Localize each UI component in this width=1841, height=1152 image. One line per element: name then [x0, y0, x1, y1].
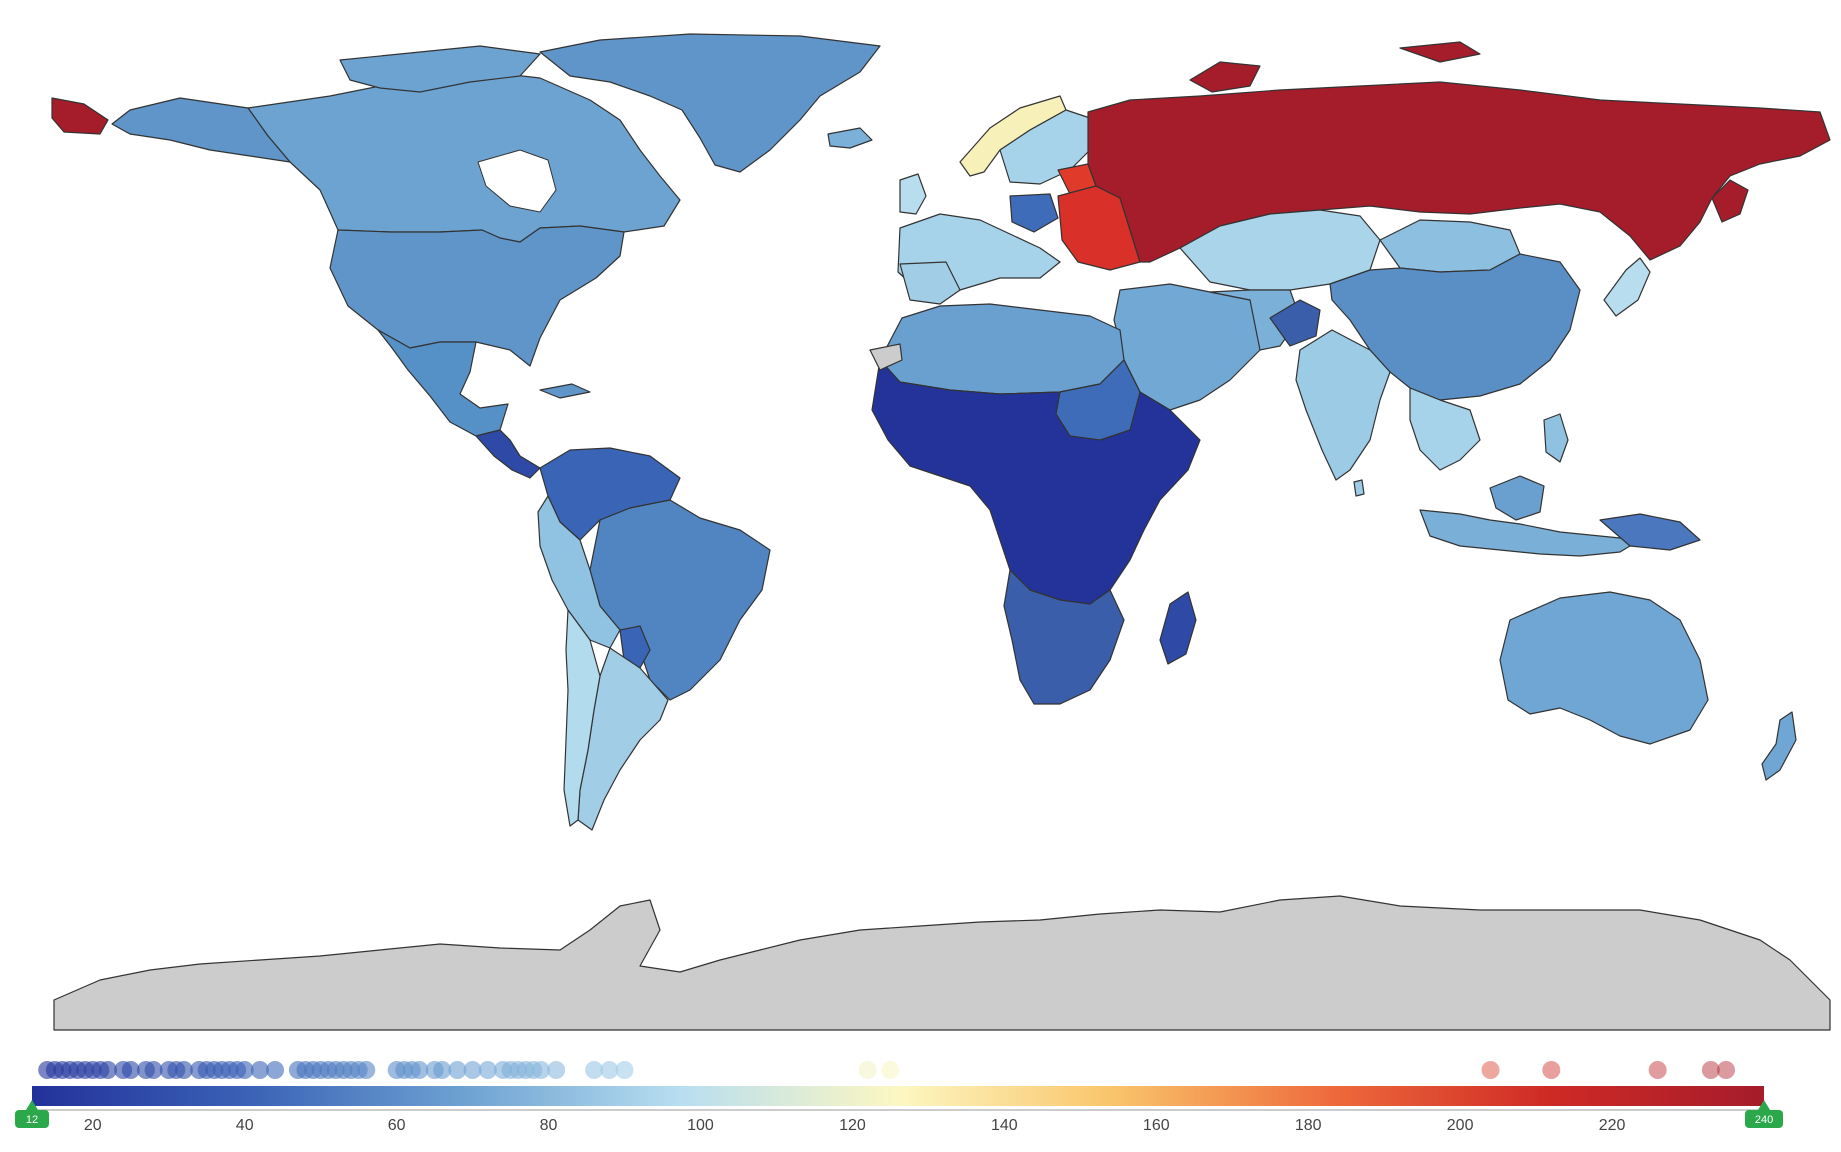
tick-label: 140	[991, 1117, 1018, 1134]
value-dot[interactable]	[547, 1061, 566, 1079]
value-dot[interactable]	[585, 1061, 604, 1079]
value-dot[interactable]	[463, 1061, 482, 1079]
min-handle-label: 12	[26, 1114, 38, 1126]
country-canada[interactable]	[247, 69, 681, 243]
tick-label: 40	[236, 1117, 254, 1134]
country-mongolia[interactable]	[1379, 219, 1521, 273]
country-greenland[interactable]	[539, 33, 881, 173]
tick-label: 180	[1295, 1117, 1322, 1134]
country-canada-arctic[interactable]	[339, 45, 541, 93]
hudson-bay	[477, 149, 557, 213]
region-antarctica[interactable]	[53, 895, 1831, 1031]
country-paraguay[interactable]	[619, 625, 651, 669]
region-western-sahara[interactable]	[869, 343, 903, 371]
region-north-africa[interactable]	[879, 303, 1125, 395]
value-dot[interactable]	[1717, 1061, 1736, 1079]
region-russian-arctic-islands[interactable]	[1189, 61, 1261, 93]
region-iberia[interactable]	[899, 261, 961, 305]
region-alaska[interactable]	[111, 97, 291, 163]
tick-label: 200	[1447, 1117, 1474, 1134]
value-dot[interactable]	[1542, 1061, 1561, 1079]
country-madagascar[interactable]	[1159, 591, 1197, 665]
country-united-states[interactable]	[329, 225, 625, 367]
colorscale-bar	[32, 1086, 1764, 1106]
country-mexico[interactable]	[377, 329, 509, 437]
value-dots	[38, 1061, 1736, 1079]
region-sri-lanka[interactable]	[1353, 479, 1365, 497]
country-russia[interactable]	[1087, 81, 1831, 263]
country-indonesia[interactable]	[1419, 509, 1641, 557]
region-russian-arctic-islands-2[interactable]	[1399, 41, 1481, 63]
country-kazakhstan[interactable]	[1179, 209, 1381, 291]
value-dot[interactable]	[410, 1061, 429, 1079]
max-handle[interactable]: 240	[1745, 1100, 1783, 1128]
country-chile[interactable]	[563, 609, 601, 827]
country-india[interactable]	[1295, 329, 1391, 481]
region-southeast-asia[interactable]	[1409, 387, 1481, 471]
region-iceland[interactable]	[827, 127, 873, 149]
tick-label: 60	[388, 1117, 406, 1134]
tick-label: 20	[84, 1117, 102, 1134]
country-united-kingdom[interactable]	[899, 173, 927, 215]
value-dot[interactable]	[144, 1061, 163, 1079]
value-dot[interactable]	[235, 1061, 254, 1079]
value-dot[interactable]	[1481, 1061, 1500, 1079]
value-dot[interactable]	[250, 1061, 269, 1079]
country-afghanistan[interactable]	[1269, 299, 1321, 347]
value-dot[interactable]	[121, 1061, 140, 1079]
country-japan[interactable]	[1603, 257, 1651, 317]
value-dot[interactable]	[174, 1061, 193, 1079]
region-chukotka[interactable]	[51, 97, 109, 135]
region-russia-kamchatka[interactable]	[1711, 179, 1749, 223]
max-handle-label: 240	[1755, 1114, 1773, 1126]
value-dot[interactable]	[448, 1061, 467, 1079]
value-dot[interactable]	[615, 1061, 634, 1079]
country-papua-new-guinea[interactable]	[1599, 513, 1701, 551]
value-dot[interactable]	[98, 1061, 117, 1079]
tick-label: 120	[839, 1117, 866, 1134]
tick-label: 100	[687, 1117, 714, 1134]
tick-label: 220	[1599, 1117, 1626, 1134]
value-dot[interactable]	[881, 1061, 900, 1079]
value-dot[interactable]	[357, 1061, 376, 1079]
value-dot[interactable]	[433, 1061, 452, 1079]
region-borneo[interactable]	[1489, 475, 1545, 521]
country-australia[interactable]	[1499, 591, 1709, 745]
value-dot[interactable]	[600, 1061, 619, 1079]
region-caribbean[interactable]	[539, 383, 591, 399]
country-new-zealand[interactable]	[1761, 711, 1797, 781]
region-central-america[interactable]	[475, 429, 541, 479]
region-sudan[interactable]	[1055, 359, 1141, 441]
min-handle[interactable]: 12	[15, 1100, 49, 1128]
value-dot[interactable]	[266, 1061, 285, 1079]
value-dot[interactable]	[1701, 1061, 1720, 1079]
tick-label: 80	[540, 1117, 558, 1134]
value-dot[interactable]	[1648, 1061, 1667, 1079]
value-dot[interactable]	[858, 1061, 877, 1079]
country-philippines[interactable]	[1543, 413, 1569, 463]
region-southern-africa[interactable]	[1003, 569, 1125, 705]
colorscale-legend: 20 40 60 80 100 120 140 160 180 200 220 12 240	[15, 1061, 1783, 1134]
value-dot[interactable]	[478, 1061, 497, 1079]
region-central-europe[interactable]	[1009, 193, 1059, 233]
tick-label: 160	[1143, 1117, 1170, 1134]
colorscale-ticks: 20 40 60 80 100 120 140 160 180 200 220	[84, 1117, 1626, 1134]
value-dot[interactable]	[531, 1061, 550, 1079]
